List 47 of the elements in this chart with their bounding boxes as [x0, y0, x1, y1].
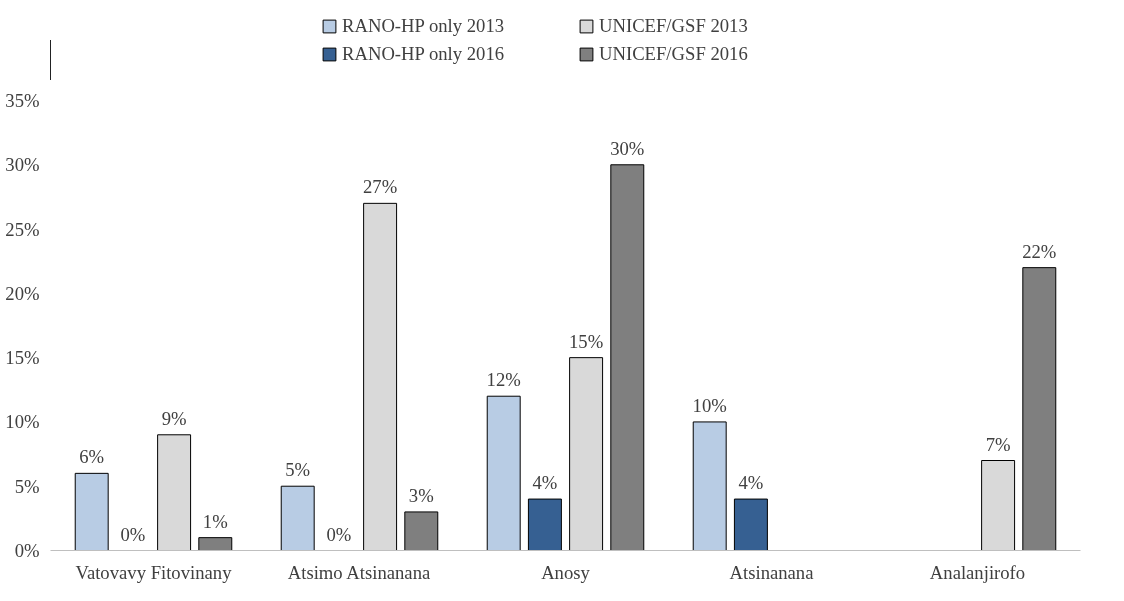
bar [363, 202, 398, 551]
data-label: 7% [985, 433, 1011, 455]
data-label: 5% [285, 459, 311, 481]
y-tick-label: 20% [5, 282, 40, 304]
bar [486, 395, 521, 551]
y-tick-label: 25% [5, 218, 40, 240]
legend-label: RANO-HP only 2016 [342, 43, 506, 65]
data-label: 0% [120, 523, 146, 545]
x-tick-label: Vatovavy Fitovinany [75, 561, 233, 583]
data-label: 22% [1022, 240, 1057, 262]
y-tick-label: 15% [5, 347, 40, 369]
x-tick-label: Anosy [541, 561, 591, 583]
data-label: 9% [161, 407, 187, 429]
legend-label: UNICEF/GSF 2013 [599, 15, 749, 37]
data-label: 27% [363, 176, 398, 198]
bar [692, 421, 727, 551]
bar [569, 357, 604, 551]
data-label: 3% [408, 484, 434, 506]
bar [198, 537, 233, 551]
bar [157, 434, 192, 551]
bar [74, 472, 109, 551]
y-tick-label: 35% [5, 90, 40, 111]
bar [527, 498, 562, 551]
bar [733, 498, 768, 551]
legend-label: RANO-HP only 2013 [342, 15, 506, 37]
data-label: 4% [738, 472, 764, 494]
data-label: 12% [486, 369, 521, 391]
y-tick-label: 30% [5, 154, 40, 176]
bar [610, 164, 645, 551]
data-label: 10% [692, 394, 727, 416]
data-label: 6% [79, 446, 105, 468]
bar [981, 460, 1016, 551]
legend-label: UNICEF/GSF 2016 [599, 43, 749, 65]
data-label: 0% [326, 523, 352, 545]
bar [404, 511, 439, 551]
y-tick-label: 10% [5, 411, 40, 433]
data-label: 30% [610, 137, 645, 159]
data-label: 1% [202, 510, 228, 532]
y-tick-label: 5% [14, 475, 40, 497]
y-tick-label: 0% [14, 540, 40, 561]
data-label: 4% [532, 472, 558, 494]
x-tick-label: Atsinanana [729, 561, 815, 583]
x-tick-label: Atsimo Atsinanana [287, 561, 431, 583]
x-tick-label: Analanjirofo [929, 561, 1026, 583]
data-label: 15% [569, 330, 604, 352]
bar [280, 485, 315, 551]
bar [1022, 267, 1057, 551]
